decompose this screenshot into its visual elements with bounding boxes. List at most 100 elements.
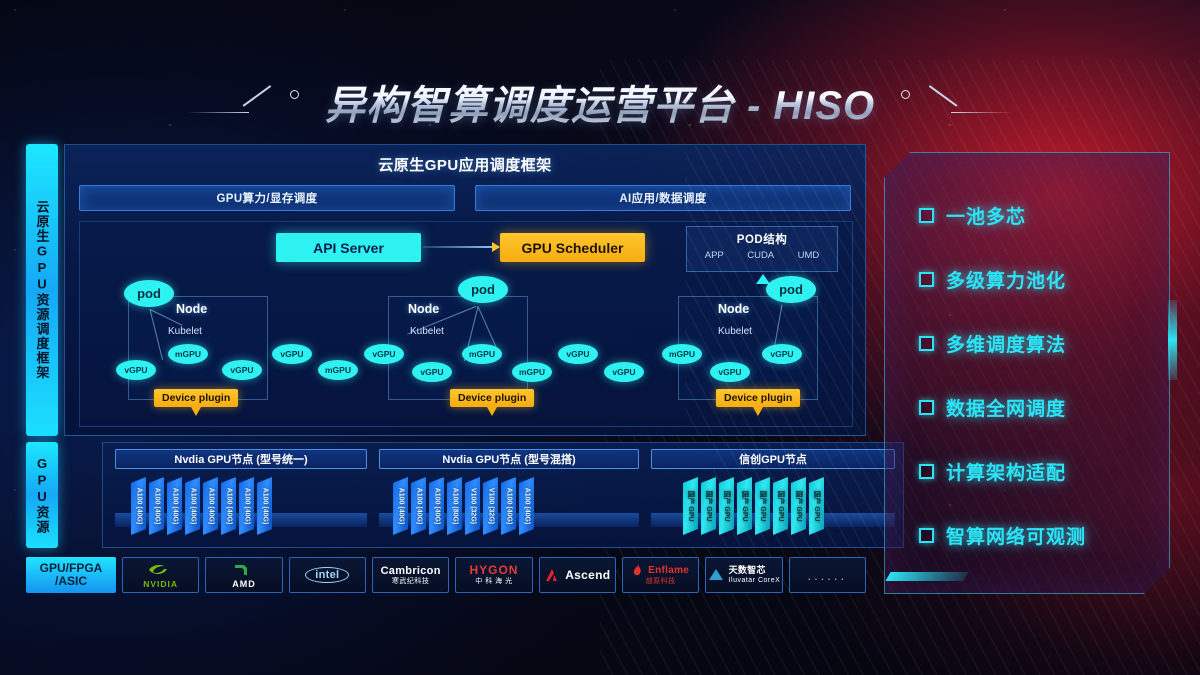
kubelet-label: Kubelet <box>718 326 752 337</box>
gpu-card[interactable]: 国产 GPU <box>701 477 716 535</box>
vendor-logo-intel[interactable]: intel <box>288 557 366 593</box>
vgpu-node[interactable]: vGPU <box>762 344 802 364</box>
feature-item-3[interactable]: 多维调度算法 <box>919 311 1155 375</box>
cloud-native-framework-panel: 云原生GPU应用调度框架 GPU算力/显存调度 AI应用/数据调度 API Se… <box>64 144 866 436</box>
vgpu-node[interactable]: vGPU <box>116 360 156 380</box>
vgpu-node[interactable]: vGPU <box>222 360 262 380</box>
vgpu-node[interactable]: vGPU <box>558 344 598 364</box>
mgpu-node[interactable]: mGPU <box>462 344 502 364</box>
kubelet-label: Kubelet <box>168 326 202 337</box>
device-plugin[interactable]: Device plugin <box>450 389 535 416</box>
feature-item-5[interactable]: 计算架构适配 <box>919 439 1155 503</box>
vendor-logo-ascend[interactable]: Ascend <box>538 557 616 593</box>
gpu-card[interactable]: 国产 GPU <box>737 477 752 535</box>
gpu-card-row: 国产 GPU 国产 GPU 国产 GPU 国产 GPU 国产 GPU 国产 GP… <box>651 477 895 535</box>
gpu-card[interactable]: 国产 GPU <box>809 477 824 535</box>
gpu-card-row: A100 (40G) A100 (40G) A100 (40G) A100 (8… <box>379 477 639 535</box>
gpu-card[interactable]: A100 (40G) <box>149 477 164 535</box>
gpu-card[interactable]: A100 (40G) <box>167 477 182 535</box>
vendor-sub: 中 科 海 光 <box>475 578 513 586</box>
feature-label: 一池多芯 <box>946 206 1027 228</box>
pod-node[interactable]: pod <box>458 276 508 303</box>
gpu-card[interactable]: 国产 GPU <box>773 477 788 535</box>
checkbox-icon <box>919 464 934 479</box>
vgpu-node[interactable]: vGPU <box>412 362 452 382</box>
vendor-logo-enflame[interactable]: Enflame 燧原科技 <box>621 557 700 593</box>
vendor-logo-cambricon[interactable]: Cambricon 寒武纪科技 <box>371 557 450 593</box>
gpu-card[interactable]: A100 (40G) <box>257 477 272 535</box>
feature-item-4[interactable]: 数据全网调度 <box>919 375 1155 439</box>
vendor-logo-amd[interactable]: AMD <box>205 557 283 593</box>
vendor-logo-hygon[interactable]: HYGON 中 科 海 光 <box>455 557 533 593</box>
vendor-category-label: GPU/FPGA /ASIC <box>26 557 116 593</box>
capability-bar-compute[interactable]: GPU算力/显存调度 <box>79 185 455 211</box>
gpu-card[interactable]: 国产 GPU <box>719 477 734 535</box>
vendor-name: 天数智芯 <box>728 564 766 575</box>
feature-item-6[interactable]: 智算网络可观测 <box>919 503 1155 567</box>
vendor-name: Cambricon <box>380 564 441 577</box>
mgpu-node[interactable]: mGPU <box>168 344 208 364</box>
pod-layer-app: APP <box>704 250 724 261</box>
pod-node[interactable]: pod <box>124 280 174 307</box>
vendor-name: AMD <box>232 579 256 589</box>
vendor-logo-iluvatar[interactable]: 天数智芯 Iluvatar CoreX <box>705 557 783 593</box>
gpu-card[interactable]: V100 (32G) <box>465 477 480 535</box>
mgpu-node[interactable]: mGPU <box>318 360 358 380</box>
vendor-sub: Iluvatar CoreX <box>728 576 781 584</box>
gpu-card[interactable]: A100 (80G) <box>447 477 462 535</box>
pod-node[interactable]: pod <box>766 276 816 303</box>
vendor-name: HYGON <box>469 562 519 577</box>
vendor-name: intel <box>315 569 340 581</box>
gpu-card-row: A100 (40G) A100 (40G) A100 (40G) A100 (4… <box>115 477 367 535</box>
device-plugin[interactable]: Device plugin <box>716 389 801 416</box>
gpu-card[interactable]: A100 (40G) <box>131 477 146 535</box>
gpu-card[interactable]: A100 (40G) <box>203 477 218 535</box>
architecture-body: 云原生GPU应用调度框架 GPU算力/显存调度 AI应用/数据调度 API Se… <box>64 144 904 548</box>
gpu-card[interactable]: A100 (40G) <box>501 477 516 535</box>
gpu-card[interactable]: A100 (40G) <box>239 477 254 535</box>
node-label: Node <box>718 302 750 316</box>
vgpu-node[interactable]: vGPU <box>710 362 750 382</box>
node-label: Node <box>408 302 440 316</box>
vgpu-node[interactable]: vGPU <box>364 344 404 364</box>
gpu-node-header: Nvdia GPU节点 (型号统一) <box>115 449 367 469</box>
mgpu-node[interactable]: mGPU <box>512 362 552 382</box>
gpu-card[interactable]: A100 (40G) <box>221 477 236 535</box>
feature-label: 数据全网调度 <box>946 398 1067 420</box>
sidebar-tab-cloud-native-gpu: 云原生GPU资源调度框架 <box>26 144 58 436</box>
gpu-node-header: 信创GPU节点 <box>651 449 895 469</box>
feature-item-1[interactable]: 一池多芯 <box>919 183 1155 247</box>
node-group-2: pod Node Kubelet vGPU vGPU mGPU mGPU vGP… <box>364 276 644 416</box>
feature-label: 多维调度算法 <box>946 334 1067 356</box>
gpu-card[interactable]: 国产 GPU <box>683 477 698 535</box>
feature-item-2[interactable]: 多级算力池化 <box>919 247 1155 311</box>
gpu-scheduler-node[interactable]: GPU Scheduler <box>500 233 645 262</box>
gpu-card[interactable]: A100 (40G) <box>393 477 408 535</box>
kubelet-label: Kubelet <box>410 326 444 337</box>
gpu-card[interactable]: 国产 GPU <box>755 477 770 535</box>
gpu-card[interactable]: 国产 GPU <box>791 477 806 535</box>
node-group-3: pod Node Kubelet mGPU vGPU vGPU Device p… <box>656 276 856 416</box>
gpu-card[interactable]: A100 (40G) <box>519 477 534 535</box>
capability-bar-ai-data[interactable]: AI应用/数据调度 <box>475 185 851 211</box>
title-bar: 异构智算调度运营平台 - HISO <box>0 72 1200 132</box>
gpu-node-header: Nvdia GPU节点 (型号混搭) <box>379 449 639 469</box>
vendor-logo-strip: GPU/FPGA /ASIC NVIDIA AMD intel <box>26 557 866 593</box>
vendor-logo-more[interactable]: ...... <box>788 557 866 593</box>
vendor-logo-nvidia[interactable]: NVIDIA <box>122 557 200 593</box>
vgpu-node[interactable]: vGPU <box>604 362 644 382</box>
gpu-card[interactable]: V100 (32G) <box>483 477 498 535</box>
mgpu-node[interactable]: mGPU <box>662 344 702 364</box>
vendor-name: Enflame <box>648 565 690 577</box>
gpu-node-group-2: Nvdia GPU节点 (型号混搭) A100 (40G) A100 (40G)… <box>379 449 639 543</box>
api-server-node[interactable]: API Server <box>276 233 421 262</box>
device-plugin[interactable]: Device plugin <box>154 389 239 416</box>
vgpu-node[interactable]: vGPU <box>272 344 312 364</box>
pod-structure-arrow <box>756 274 770 284</box>
nvidia-eye-icon <box>149 565 168 575</box>
gpu-card[interactable]: A100 (40G) <box>185 477 200 535</box>
gpu-card[interactable]: A100 (40G) <box>411 477 426 535</box>
gpu-card[interactable]: A100 (40G) <box>429 477 444 535</box>
feature-list: 一池多芯 多级算力池化 多维调度算法 数据全网调度 计算架构适配 智算网络可观测 <box>919 183 1155 567</box>
